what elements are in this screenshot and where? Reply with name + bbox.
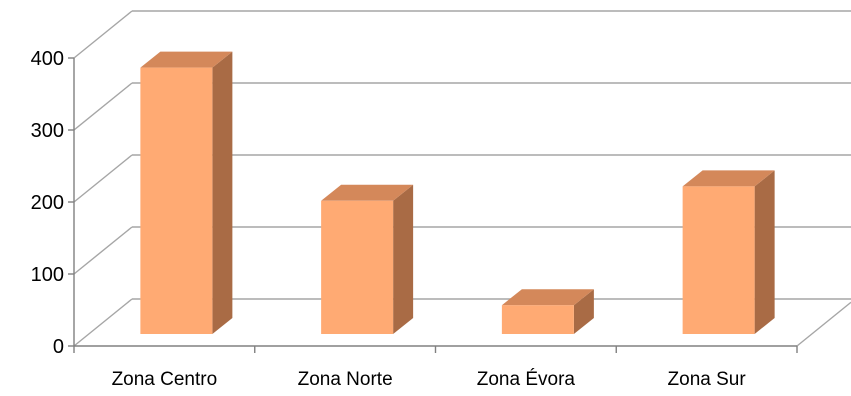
x-category-label: Zona Sur xyxy=(668,369,747,390)
bar-side-face xyxy=(393,184,414,334)
bar-side-face xyxy=(573,289,594,334)
x-category-label: Zona Centro xyxy=(112,369,218,390)
gridline-side-0 xyxy=(73,298,133,347)
x-category-label: Zona Évora xyxy=(477,369,576,390)
bar-zona-sur xyxy=(682,170,775,334)
bar-front-face xyxy=(501,305,574,334)
y-tick-label: 400 xyxy=(31,48,64,70)
y-tick-label: 100 xyxy=(31,264,64,286)
y-tick-label: 0 xyxy=(53,336,64,358)
bar-front-face xyxy=(682,186,755,334)
bar-front-face xyxy=(321,200,394,334)
bar-zona-centro xyxy=(140,51,233,334)
bar-side-face xyxy=(212,51,233,334)
y-tick-label: 300 xyxy=(31,120,64,142)
labels: 0 100 200 300 400 Zona Centro Zona Norte Zona É… xyxy=(31,48,747,390)
bar-top-face xyxy=(140,51,233,68)
bar-top-face xyxy=(682,170,775,187)
bar-zona-norte xyxy=(321,184,414,334)
gridline-side-200 xyxy=(73,154,133,203)
bar-top-face xyxy=(321,184,414,201)
bar-front-face xyxy=(140,67,213,334)
x-category-label: Zona Norte xyxy=(298,369,393,390)
y-tick-label: 200 xyxy=(31,192,64,214)
axes xyxy=(68,57,798,353)
bars xyxy=(140,51,775,334)
gridline-side-400 xyxy=(73,10,133,59)
gridline-side-100 xyxy=(73,226,133,275)
bar-side-face xyxy=(754,170,775,334)
bar-top-face xyxy=(501,289,594,306)
floor-right-edge xyxy=(796,301,851,347)
gridline-side-300 xyxy=(73,82,133,131)
bar-zona-évora xyxy=(501,289,594,334)
